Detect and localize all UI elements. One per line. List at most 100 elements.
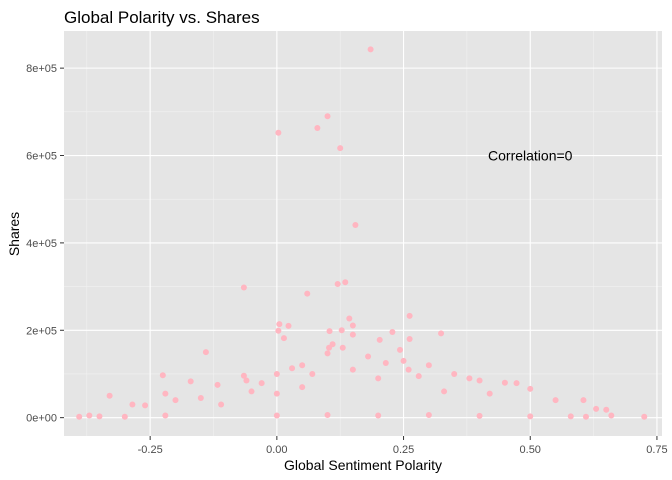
- x-axis-title: Global Sentiment Polarity: [284, 457, 442, 473]
- data-point: [338, 327, 345, 334]
- y-axis-ticks: 0e+00 2e+05 4e+05 6e+05 8e+05: [26, 63, 64, 425]
- data-point: [214, 381, 221, 388]
- data-point: [142, 402, 149, 409]
- data-point: [405, 366, 412, 373]
- data-point: [396, 346, 403, 353]
- data-point: [425, 362, 432, 369]
- data-point: [352, 221, 359, 228]
- data-point: [425, 412, 432, 419]
- data-point: [501, 379, 508, 386]
- data-point: [258, 380, 265, 387]
- data-point: [276, 321, 283, 328]
- data-point: [299, 362, 306, 369]
- data-point: [346, 315, 353, 322]
- data-point: [275, 129, 282, 136]
- data-point: [337, 145, 344, 152]
- data-point: [441, 388, 448, 395]
- data-point: [280, 335, 287, 342]
- data-point: [240, 284, 247, 291]
- data-point: [476, 377, 483, 384]
- data-point: [96, 413, 103, 420]
- data-point: [324, 113, 331, 120]
- data-point: [159, 372, 166, 379]
- data-point: [466, 375, 473, 382]
- data-point: [389, 329, 396, 336]
- data-point: [172, 397, 179, 404]
- data-point: [304, 290, 311, 297]
- data-point: [334, 280, 341, 287]
- x-tick-label: 0.75: [646, 444, 667, 456]
- data-point: [275, 327, 282, 334]
- data-point: [582, 413, 589, 420]
- data-point: [513, 380, 520, 387]
- y-tick-label: 6e+05: [26, 151, 57, 163]
- data-point: [289, 365, 296, 372]
- data-point: [406, 312, 413, 319]
- data-point: [329, 341, 336, 348]
- y-tick-label: 4e+05: [26, 238, 57, 250]
- data-point: [527, 413, 534, 420]
- data-point: [86, 412, 93, 419]
- data-point: [326, 328, 333, 335]
- y-tick-label: 8e+05: [26, 63, 57, 75]
- data-point: [285, 322, 292, 329]
- data-point: [367, 46, 374, 53]
- data-point: [349, 331, 356, 338]
- x-tick-label: 0.00: [266, 444, 287, 456]
- data-point: [240, 372, 247, 379]
- data-point: [76, 413, 83, 420]
- x-tick-label: -0.25: [138, 444, 163, 456]
- data-point: [197, 394, 204, 401]
- data-point: [608, 412, 615, 419]
- data-point: [273, 370, 280, 377]
- data-point: [273, 390, 280, 397]
- data-point: [299, 384, 306, 391]
- data-point: [382, 360, 389, 367]
- data-point: [476, 412, 483, 419]
- data-point: [342, 279, 349, 286]
- data-point: [162, 390, 169, 397]
- data-point: [273, 412, 280, 419]
- data-point: [243, 377, 250, 384]
- plot-panel: [64, 31, 662, 436]
- data-point: [314, 124, 321, 131]
- data-point: [451, 370, 458, 377]
- y-axis-title: Shares: [6, 212, 22, 256]
- data-point: [567, 413, 574, 420]
- data-point: [218, 401, 225, 408]
- data-point: [593, 405, 600, 412]
- data-point: [121, 413, 128, 420]
- data-point: [365, 353, 372, 360]
- data-point: [324, 350, 331, 357]
- data-point: [106, 392, 113, 399]
- data-point: [248, 388, 255, 395]
- data-point: [349, 322, 356, 329]
- data-points: [76, 46, 648, 420]
- data-point: [580, 397, 587, 404]
- x-axis-ticks: -0.25 0.00 0.25 0.50 0.75: [138, 436, 668, 456]
- data-point: [309, 370, 316, 377]
- data-point: [187, 378, 194, 385]
- data-point: [339, 344, 346, 351]
- data-point: [486, 390, 493, 397]
- data-point: [129, 401, 136, 408]
- correlation-annotation: Correlation=0: [488, 148, 573, 164]
- data-point: [162, 412, 169, 419]
- data-point: [202, 349, 209, 356]
- data-point: [438, 330, 445, 337]
- y-tick-label: 0e+00: [26, 413, 57, 425]
- data-point: [527, 385, 534, 392]
- data-point: [375, 375, 382, 382]
- data-point: [376, 336, 383, 343]
- data-point: [400, 357, 407, 364]
- data-point: [324, 412, 331, 419]
- data-point: [415, 373, 422, 380]
- x-tick-label: 0.25: [393, 444, 414, 456]
- data-point: [349, 366, 356, 373]
- x-tick-label: 0.50: [520, 444, 541, 456]
- data-point: [552, 397, 559, 404]
- data-point: [641, 413, 648, 420]
- data-point: [406, 336, 413, 343]
